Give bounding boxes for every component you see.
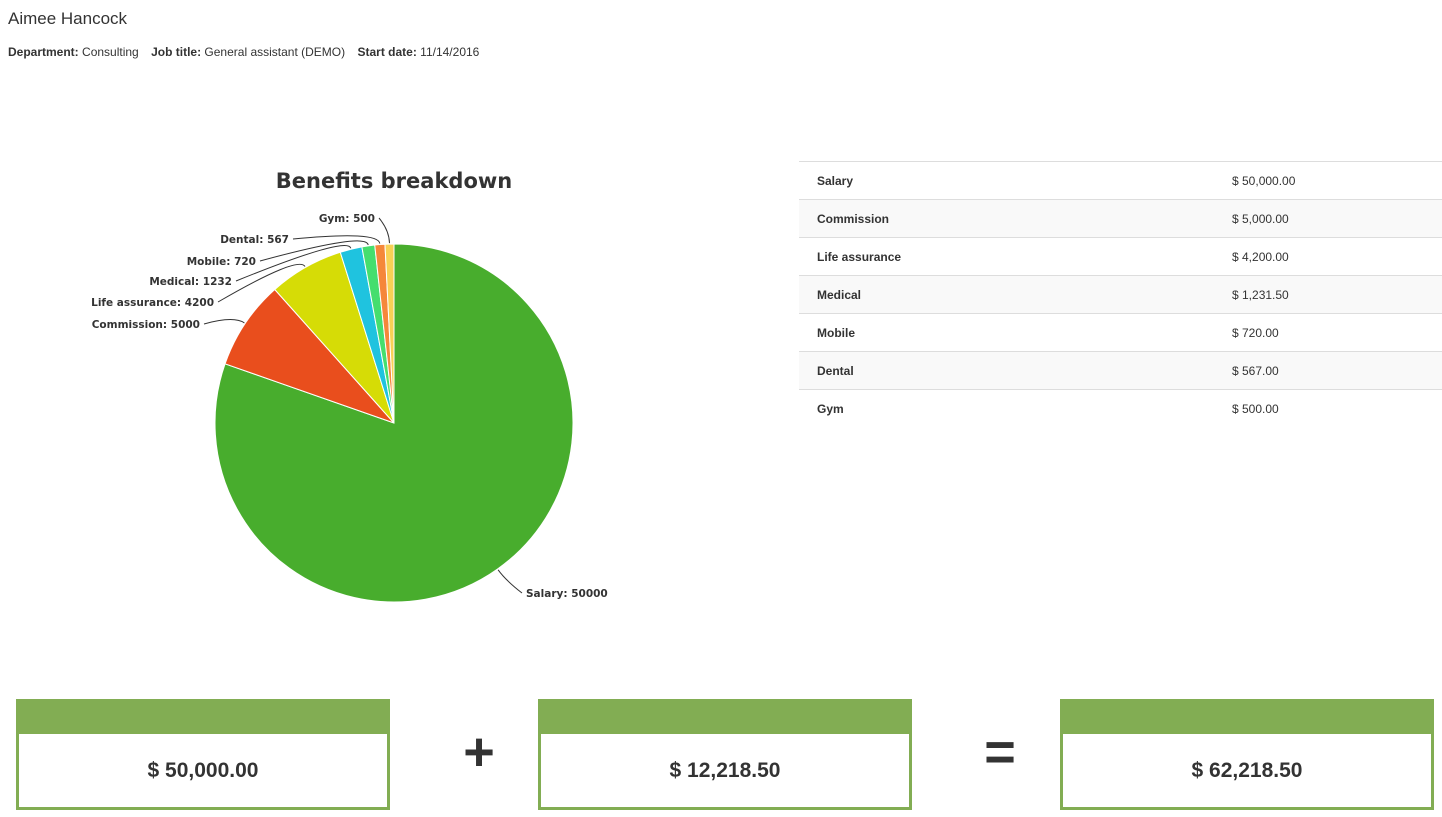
equals-sign: = — [984, 722, 1016, 782]
slice-connector — [259, 240, 369, 262]
slice-label: Life assurance: 4200 — [91, 297, 214, 309]
table-row: Dental $ 567.00 — [799, 351, 1442, 390]
employee-meta: Department: Consulting Job title: Genera… — [8, 45, 488, 59]
table-row: Medical $ 1,231.50 — [799, 275, 1442, 314]
benefits-total-value: $ 12,218.50 — [669, 758, 781, 782]
slice-label: Medical: 1232 — [149, 276, 232, 288]
start-date-value: 11/14/2016 — [420, 45, 480, 59]
table-row: Commission $ 5,000.00 — [799, 199, 1442, 238]
slice-label: Dental: 567 — [220, 234, 289, 246]
grand-total-box-header — [1063, 702, 1431, 734]
grand-total-box: $ 62,218.50 — [1060, 699, 1434, 810]
benefit-name: Dental — [799, 351, 1232, 390]
benefit-amount: $ 50,000.00 — [1232, 161, 1442, 200]
benefits-total-box: $ 12,218.50 — [538, 699, 912, 810]
start-date-label: Start date: — [357, 45, 417, 59]
pie-slice[interactable] — [384, 243, 395, 424]
salary-total-box: $ 50,000.00 — [16, 699, 390, 810]
slice-label: Salary: 50000 — [526, 588, 608, 600]
department-group: Department: Consulting — [8, 45, 142, 59]
slice-label: Commission: 5000 — [92, 319, 200, 331]
benefit-name: Gym — [799, 389, 1232, 428]
table-row: Life assurance $ 4,200.00 — [799, 237, 1442, 276]
plus-sign: + — [463, 722, 495, 782]
table-row: Gym $ 500.00 — [799, 389, 1442, 428]
benefits-box-header — [541, 702, 909, 734]
benefit-name: Life assurance — [799, 237, 1232, 276]
benefit-amount: $ 500.00 — [1232, 389, 1442, 428]
benefit-amount: $ 720.00 — [1232, 313, 1442, 352]
start-date-group: Start date: 11/14/2016 — [357, 45, 479, 59]
benefit-amount: $ 1,231.50 — [1232, 275, 1442, 314]
slice-connector — [235, 245, 352, 282]
table-row: Mobile $ 720.00 — [799, 313, 1442, 352]
benefit-amount: $ 5,000.00 — [1232, 199, 1442, 238]
job-title-group: Job title: General assistant (DEMO) — [151, 45, 348, 59]
salary-box-header — [19, 702, 387, 734]
slice-connector — [203, 319, 245, 325]
benefit-name: Commission — [799, 199, 1232, 238]
chart-title: Benefits breakdown — [276, 169, 512, 193]
department-value: Consulting — [82, 45, 139, 59]
benefit-amount: $ 4,200.00 — [1232, 237, 1442, 276]
slice-connector — [292, 235, 381, 244]
grand-total-value: $ 62,218.50 — [1191, 758, 1303, 782]
benefit-name: Medical — [799, 275, 1232, 314]
benefit-amount: $ 567.00 — [1232, 351, 1442, 390]
slice-label: Gym: 500 — [319, 213, 375, 225]
job-title-label: Job title: — [151, 45, 202, 59]
employee-name: Aimee Hancock — [8, 9, 128, 28]
slice-label: Mobile: 720 — [187, 256, 256, 268]
benefit-name: Salary — [799, 161, 1232, 200]
department-label: Department: — [8, 45, 79, 59]
benefits-table: Salary $ 50,000.00 Commission $ 5,000.00… — [799, 161, 1442, 428]
benefit-name: Mobile — [799, 313, 1232, 352]
job-title-value: General assistant (DEMO) — [204, 45, 346, 59]
slice-connector — [217, 263, 306, 303]
pie-slice[interactable] — [224, 288, 395, 424]
salary-total-value: $ 50,000.00 — [147, 758, 259, 782]
slice-connector — [378, 217, 390, 244]
benefits-pie-chart: Benefits breakdown Salary: 50000 Commissi… — [91, 169, 608, 603]
slice-connector — [497, 569, 523, 594]
table-row: Salary $ 50,000.00 — [799, 161, 1442, 200]
